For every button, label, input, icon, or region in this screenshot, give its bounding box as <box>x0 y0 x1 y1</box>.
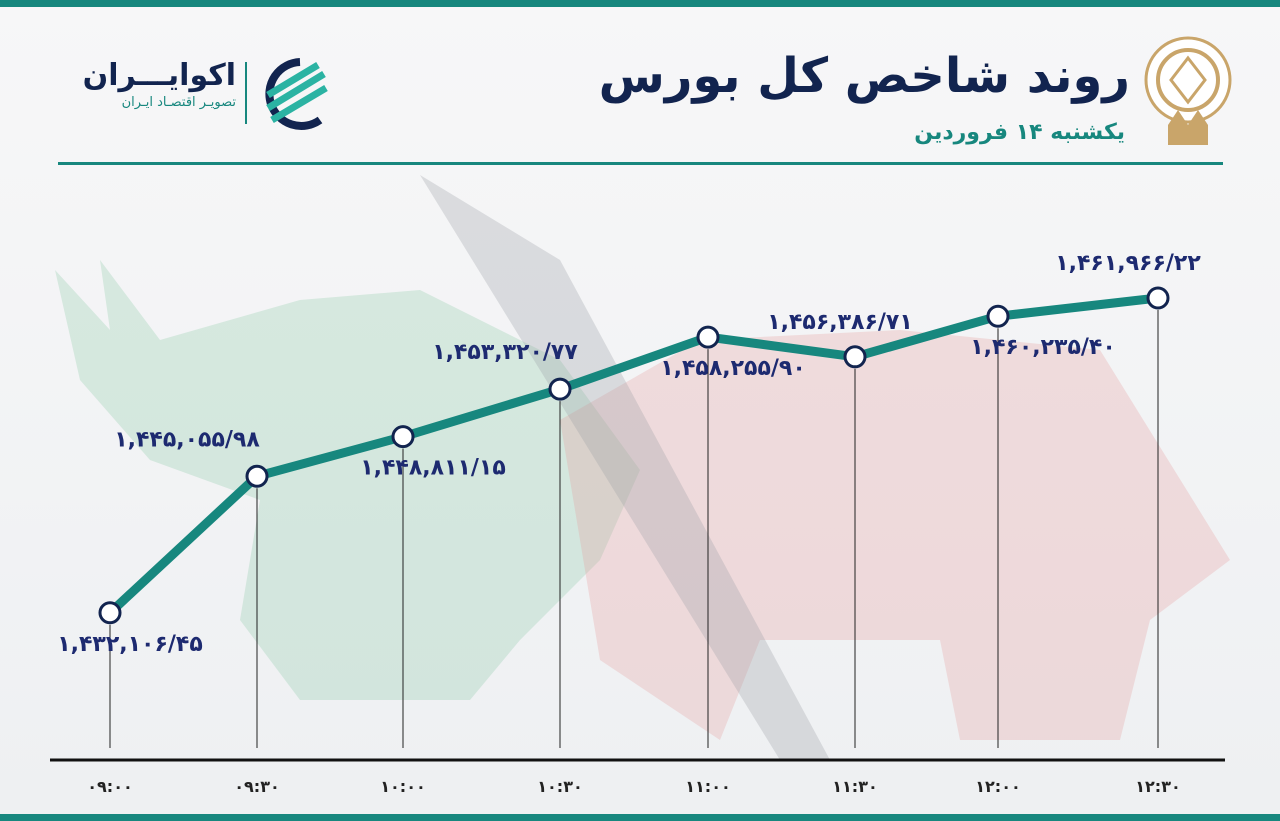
data-point <box>1146 286 1170 310</box>
x-tick-label: ۱۰:۳۰ <box>537 777 582 796</box>
data-point <box>843 345 867 369</box>
header-divider <box>58 162 1223 165</box>
data-label: ۱,۴۵۶,۳۸۶/۷۱ <box>767 310 913 335</box>
brand-tagline: تصویـر اقتصـاد ایـران <box>121 95 236 110</box>
data-label: ۱,۴۶۰,۲۳۵/۴۰ <box>970 335 1116 360</box>
brand-divider <box>245 62 247 124</box>
top-bar <box>0 0 1280 7</box>
bear-silhouette <box>560 330 1230 740</box>
data-point <box>986 304 1010 328</box>
data-point <box>548 377 572 401</box>
data-point <box>391 425 415 449</box>
brand-name: اکوایـــران <box>82 58 236 93</box>
data-label: ۱,۴۴۸,۸۱۱/۱۵ <box>360 456 506 481</box>
x-tick-label: ۱۱:۰۰ <box>685 777 730 796</box>
brand-block: اکوایـــران تصویـر اقتصـاد ایـران <box>76 58 236 110</box>
x-tick-label: ۰۹:۳۰ <box>234 777 279 796</box>
date-subtitle: یکشنبه ۱۴ فروردین <box>914 120 1125 145</box>
x-tick-label: ۰۹:۰۰ <box>87 777 132 796</box>
x-tick-label: ۱۰:۰۰ <box>380 777 425 796</box>
data-point <box>245 464 269 488</box>
series-line <box>106 293 1159 617</box>
page-title: روند شاخص کل بورس <box>598 48 1130 104</box>
data-label: ۱,۴۶۱,۹۶۶/۲۲ <box>1055 251 1201 276</box>
data-point <box>696 325 720 349</box>
x-tick-label: ۱۱:۳۰ <box>832 777 877 796</box>
x-tick-label: ۱۲:۰۰ <box>975 777 1020 796</box>
bull-silhouette <box>55 260 640 700</box>
data-point <box>98 601 122 625</box>
data-label: ۱,۴۳۲,۱۰۶/۴۵ <box>57 632 203 657</box>
arrow-silhouette <box>420 175 830 760</box>
x-tick-label: ۱۲:۳۰ <box>1135 777 1180 796</box>
bottom-bar <box>0 814 1280 821</box>
data-label: ۱,۴۴۵,۰۵۵/۹۸ <box>114 427 260 452</box>
data-label: ۱,۴۵۳,۳۲۰/۷۷ <box>432 340 578 365</box>
data-label: ۱,۴۵۸,۲۵۵/۹۰ <box>660 356 806 381</box>
